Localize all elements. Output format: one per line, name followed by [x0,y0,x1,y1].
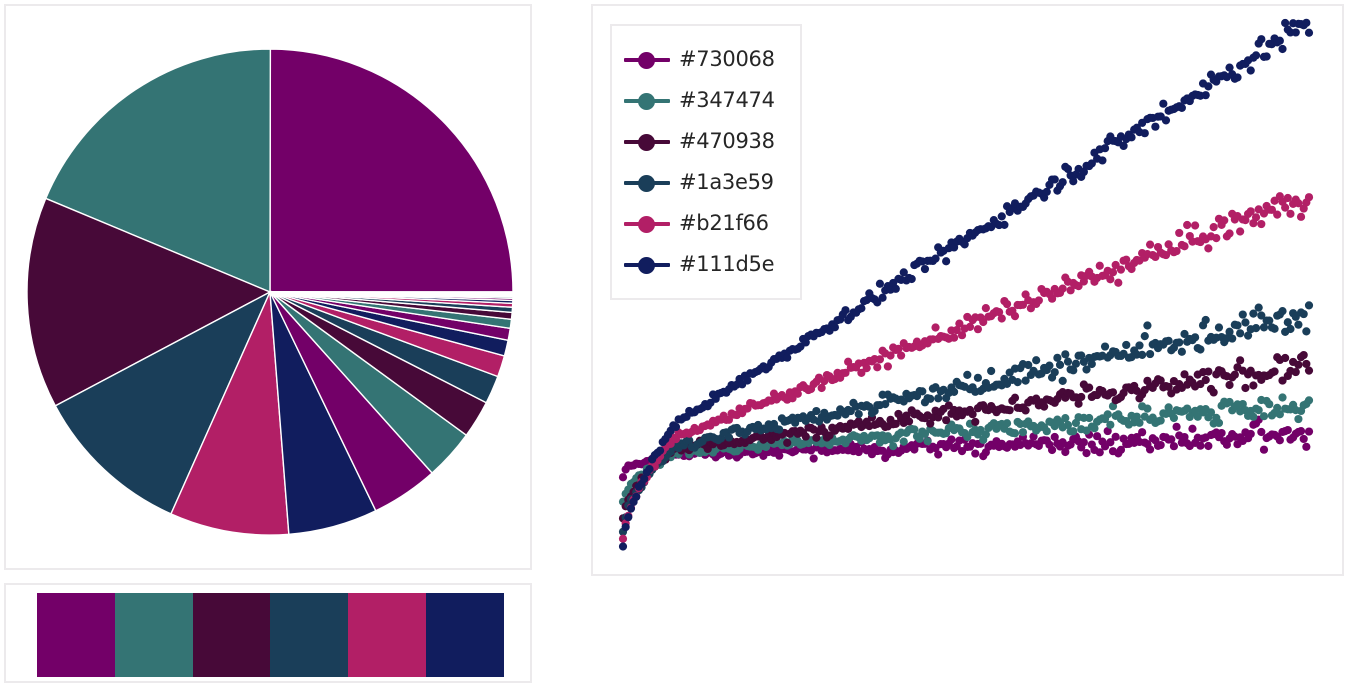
scatter-chart-svg [618,18,1314,551]
palette-swatch-1 [37,593,115,677]
legend-item-label: #470938 [679,129,775,153]
palette-swatch-strip [37,593,504,677]
legend-item-label: #b21f66 [679,211,769,235]
palette-swatch-2 [114,593,193,677]
legend-marker-icon [624,174,670,192]
pie-wedge[interactable] [269,48,514,293]
scatter-chart-panel: #730068 #347474 #470938 #1a3e59 #b21f66 #111d… [591,4,1344,576]
legend-marker-icon [624,256,670,274]
pie-wedge[interactable] [54,290,272,515]
legend-item-label: #347474 [679,88,775,112]
scatter-series [618,350,1314,523]
pie-wedge[interactable] [26,197,272,407]
legend-marker-icon [624,215,670,233]
legend-item[interactable]: #1a3e59 [624,162,786,203]
pie-chart-svg [26,48,514,536]
legend-item[interactable]: #470938 [624,121,786,162]
pie-chart-panel [4,4,532,570]
pie-wedge[interactable] [170,291,290,536]
scatter-series [618,18,1314,551]
scatter-series [618,192,1314,543]
legend-item-label: #111d5e [679,252,775,276]
legend-item[interactable]: #347474 [624,80,786,121]
chart-legend: #730068 #347474 #470938 #1a3e59 #b21f66 #111d… [610,24,802,300]
pie-wedge[interactable] [44,48,272,294]
palette-swatch-6 [426,593,504,677]
legend-item-label: #730068 [679,47,775,71]
palette-swatch-3 [192,593,271,677]
palette-swatch-4 [270,593,349,677]
legend-marker-icon [624,51,670,69]
legend-item[interactable]: #111d5e [624,244,786,285]
legend-marker-icon [624,133,670,151]
legend-item[interactable]: #730068 [624,39,786,80]
palette-swatch-panel [4,583,532,683]
palette-swatch-5 [348,593,427,677]
legend-item[interactable]: #b21f66 [624,203,786,244]
legend-item-label: #1a3e59 [679,170,774,194]
legend-marker-icon [624,92,670,110]
